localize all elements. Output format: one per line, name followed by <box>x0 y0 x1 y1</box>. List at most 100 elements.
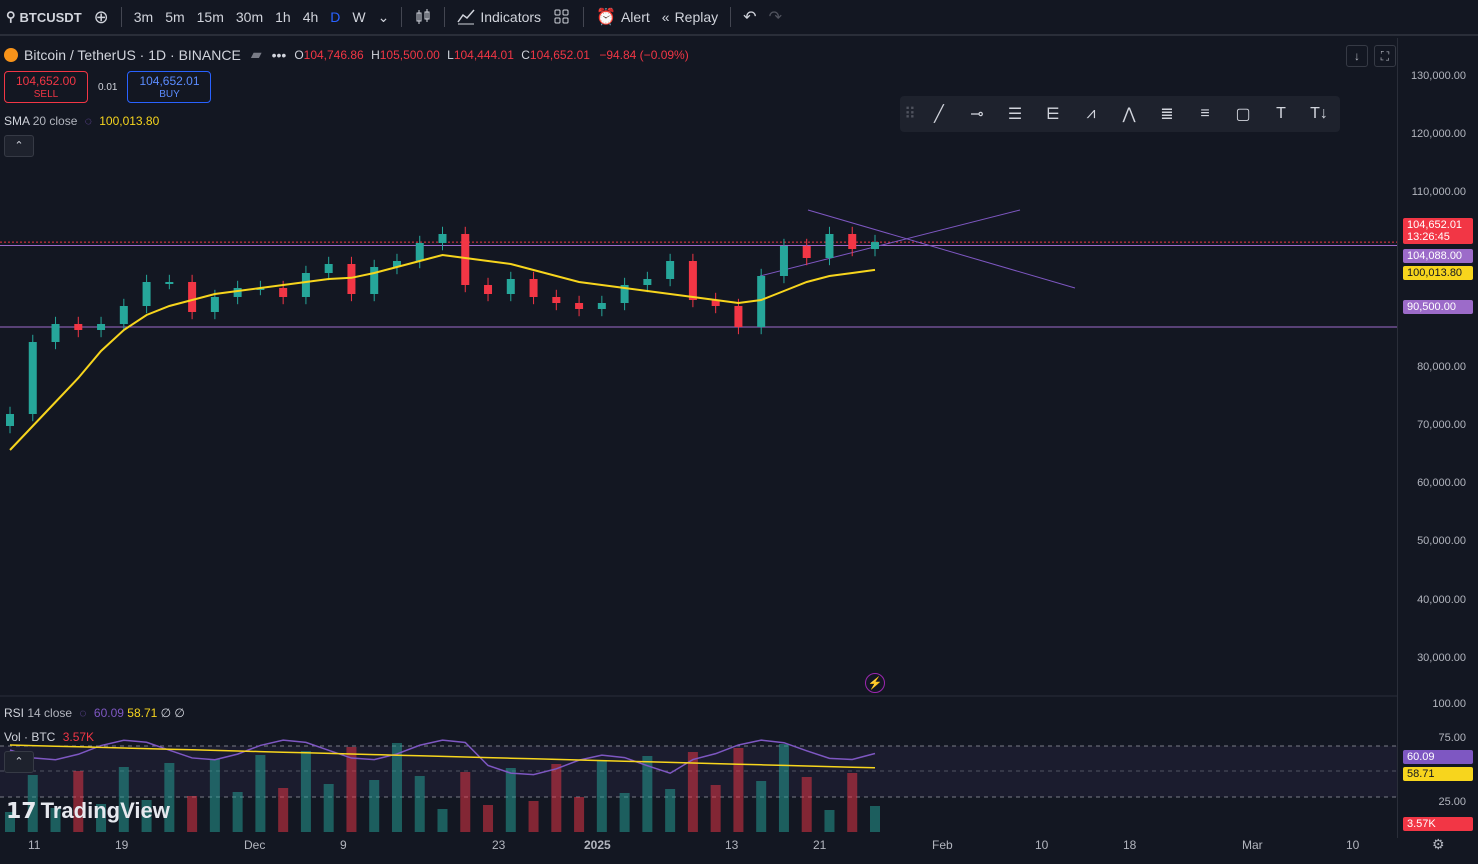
rsi-legend: RSI 14 close ◌ 60.09 58.71 ∅ ∅ <box>4 706 185 720</box>
compare-icon[interactable]: ⊕ <box>93 6 109 27</box>
volume-bar <box>847 773 858 832</box>
price-label: 110,000.00 <box>1411 186 1466 198</box>
candle <box>825 234 834 258</box>
candle <box>575 303 584 309</box>
collapse-indicators-button[interactable]: ⌃ <box>4 751 34 773</box>
parallel-channel-icon[interactable]: ☰ <box>1007 106 1023 123</box>
text-note-icon[interactable]: T↓ <box>1310 105 1328 122</box>
volume-bar <box>414 776 425 832</box>
undo-icon[interactable]: ↶ <box>743 9 757 26</box>
rsi-name: RSI <box>4 706 25 720</box>
legend-title: Bitcoin / TetherUS · 1D · BINANCE <box>24 46 241 63</box>
volume-bar <box>437 809 448 832</box>
loading-icon: ◌ <box>84 114 92 128</box>
buy-button[interactable]: 104,652.01 BUY <box>127 71 212 103</box>
ohlc-low: 104,444.01 <box>453 47 514 62</box>
divider <box>583 7 585 27</box>
elliott-wave-icon[interactable]: ⩘ <box>1086 105 1096 122</box>
sma-value: 100,013.80 <box>99 114 160 128</box>
interval-3m[interactable]: 3m <box>133 9 154 25</box>
branding-text: TradingView <box>40 798 170 823</box>
rectangle-icon[interactable]: ▢ <box>1235 106 1251 123</box>
fullscreen-icon[interactable]: ⛶ <box>1374 45 1396 67</box>
candle <box>597 303 606 309</box>
time-label: Feb <box>932 838 953 852</box>
candle <box>370 267 379 294</box>
volume-bar <box>278 788 289 832</box>
fib-retracement-icon[interactable]: ≣ <box>1160 106 1174 123</box>
buy-price: 104,652.01 <box>139 74 200 88</box>
flag-icon[interactable]: ▰ <box>250 46 262 62</box>
collapse-legend-button[interactable]: ⌃ <box>4 135 34 157</box>
rsi-axis-label: 25.00 <box>1438 796 1466 808</box>
candle <box>461 234 470 285</box>
tradingview-logo[interactable]: 𝟭𝟳 TradingView <box>6 798 170 824</box>
horizontal-ray-icon[interactable]: ⊸ <box>970 106 984 123</box>
trend-line-icon[interactable]: ╱ <box>934 106 944 123</box>
candle <box>324 264 333 273</box>
volume-bar <box>118 767 129 832</box>
rsi-ma-value: 58.71 <box>127 706 158 720</box>
interval-d[interactable]: D <box>330 9 341 25</box>
interval-5m[interactable]: 5m <box>165 9 185 25</box>
candle <box>28 342 37 414</box>
candle <box>643 279 652 285</box>
rsi-ma-line <box>9 744 876 769</box>
symbol-search[interactable]: ⚲ BTCUSDT <box>0 0 88 34</box>
lightning-icon[interactable]: ⚡ <box>865 673 885 693</box>
drag-handle-icon[interactable]: ⠿ <box>904 106 916 123</box>
candle <box>438 234 447 243</box>
sell-price: 104,652.00 <box>15 74 77 88</box>
rsi-params: 14 close <box>27 706 73 720</box>
volume-bar <box>687 752 698 832</box>
candle <box>392 261 401 267</box>
abcd-pattern-icon[interactable]: ⋀ <box>1122 106 1136 123</box>
candle <box>871 242 879 249</box>
price-label: 70,000.00 <box>1417 419 1466 431</box>
ohlc-change: −94.84 (−0.09%) <box>599 47 689 62</box>
time-label: 19 <box>115 838 129 852</box>
interval-w[interactable]: W <box>352 9 366 25</box>
chevron-down-icon[interactable]: ⌄ <box>377 8 390 25</box>
interval-1h[interactable]: 1h <box>275 9 291 25</box>
ohlc-high: 105,500.00 <box>379 47 440 62</box>
price-axis[interactable] <box>1397 38 1478 838</box>
redo-icon[interactable]: ↷ <box>768 9 782 26</box>
sell-button[interactable]: 104,652.00 SELL <box>4 71 88 103</box>
loading-icon: ◌ <box>79 706 87 720</box>
more-icon[interactable]: ••• <box>271 46 287 63</box>
support-price-tag: 90,500.00 <box>1403 300 1473 314</box>
price-label: 40,000.00 <box>1417 594 1466 606</box>
price-label: 30,000.00 <box>1417 652 1466 664</box>
price-label: 130,000.00 <box>1410 70 1466 82</box>
fib-extension-icon[interactable]: ≡ <box>1200 105 1210 122</box>
volume-bar <box>574 797 585 832</box>
candle-type-icon[interactable] <box>408 0 438 34</box>
text-icon[interactable]: T <box>1276 105 1286 122</box>
rsi-axis-label: 100.00 <box>1432 698 1466 710</box>
arrow-down-icon[interactable]: ↓ <box>1346 45 1368 67</box>
volume-bar <box>870 806 880 832</box>
pitchfork-icon[interactable]: ⋿ <box>1046 106 1060 123</box>
replay-button[interactable]: « Replay <box>656 0 724 34</box>
trade-quantity[interactable]: 0.01 <box>98 81 118 93</box>
interval-4h[interactable]: 4h <box>302 9 319 25</box>
ohlc-values: O104,746.86 H105,500.00 L104,444.01 C104… <box>290 48 688 62</box>
rsi-axis-label: 75.00 <box>1438 732 1466 744</box>
settings-icon[interactable]: ⚙ <box>1432 836 1445 852</box>
alert-button[interactable]: ⏰ Alert <box>590 0 656 34</box>
trade-panel: 104,652.00 SELL 0.01 104,652.01 BUY <box>4 71 212 103</box>
volume-bar <box>801 777 812 832</box>
time-label: 18 <box>1123 838 1137 852</box>
candle <box>666 261 675 279</box>
interval-30m[interactable]: 30m <box>235 9 264 25</box>
candle <box>51 324 60 342</box>
interval-15m[interactable]: 15m <box>196 9 224 25</box>
time-label: 13 <box>725 838 739 852</box>
indicators-button[interactable]: Indicators <box>451 0 547 34</box>
vol-name: Vol · BTC <box>4 730 56 744</box>
volume-bar <box>73 771 84 832</box>
templates-icon[interactable] <box>547 0 577 34</box>
ohlc-h-key: H <box>371 47 380 62</box>
